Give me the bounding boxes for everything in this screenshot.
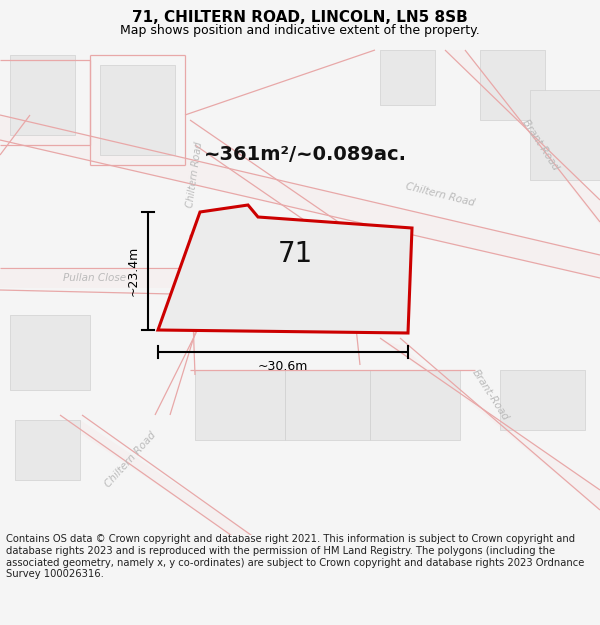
Polygon shape <box>100 65 175 155</box>
Text: ~361m²/~0.089ac.: ~361m²/~0.089ac. <box>203 146 407 164</box>
Polygon shape <box>60 420 260 540</box>
Text: Map shows position and indicative extent of the property.: Map shows position and indicative extent… <box>120 24 480 37</box>
Polygon shape <box>0 115 600 278</box>
Polygon shape <box>195 370 285 440</box>
Polygon shape <box>480 50 545 120</box>
Text: Brant-Road: Brant-Road <box>470 368 510 423</box>
Polygon shape <box>285 370 370 440</box>
Text: Contains OS data © Crown copyright and database right 2021. This information is : Contains OS data © Crown copyright and d… <box>6 534 584 579</box>
Polygon shape <box>380 340 600 510</box>
Text: 71, CHILTERN ROAD, LINCOLN, LN5 8SB: 71, CHILTERN ROAD, LINCOLN, LN5 8SB <box>132 11 468 26</box>
Text: ~30.6m: ~30.6m <box>258 360 308 373</box>
Text: ~23.4m: ~23.4m <box>127 246 140 296</box>
Polygon shape <box>10 55 75 135</box>
Polygon shape <box>500 370 585 430</box>
Text: Chiltern Road: Chiltern Road <box>185 141 205 209</box>
Polygon shape <box>10 315 90 390</box>
Text: 71: 71 <box>278 240 313 268</box>
Polygon shape <box>445 50 600 225</box>
Text: Pullan Close: Pullan Close <box>64 273 127 283</box>
Polygon shape <box>370 370 460 440</box>
Polygon shape <box>530 90 600 180</box>
Polygon shape <box>380 50 435 105</box>
Polygon shape <box>0 270 215 288</box>
Text: Chiltern Road: Chiltern Road <box>404 182 476 208</box>
Text: Brant Road: Brant Road <box>520 118 560 172</box>
Text: Chiltern Road: Chiltern Road <box>103 431 157 489</box>
Polygon shape <box>15 420 80 480</box>
Polygon shape <box>158 205 412 333</box>
